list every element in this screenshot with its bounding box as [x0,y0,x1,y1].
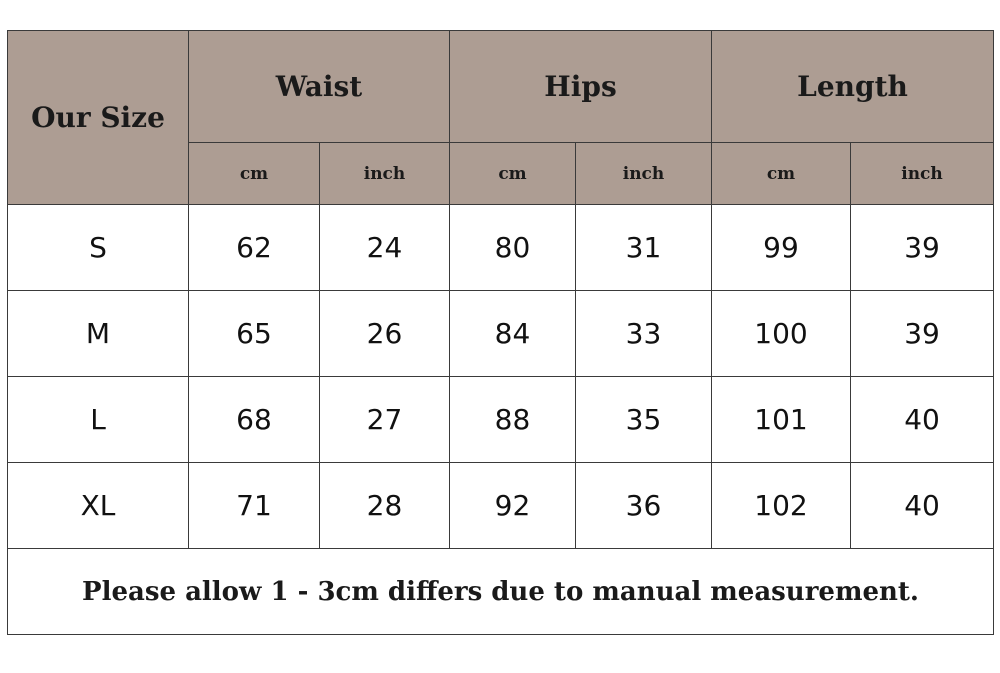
value-cell: 80 [449,204,576,291]
value-cell: 88 [449,376,576,463]
value-cell: 36 [575,462,712,549]
table-row: S 62 24 80 31 99 39 [7,204,995,291]
value-cell: 39 [849,290,995,377]
size-cell: L [7,376,189,463]
value-cell: 40 [849,462,995,549]
value-cell: 24 [319,204,450,291]
value-cell: 65 [188,290,320,377]
value-cell: 28 [319,462,450,549]
value-cell: 92 [449,462,576,549]
value-cell: 27 [319,376,450,463]
size-cell: XL [7,462,189,549]
size-cell: S [7,204,189,291]
header-length: Length [710,30,995,143]
unit-hips-cm: cm [449,142,576,205]
value-cell: 40 [849,376,995,463]
unit-waist-inch: inch [319,142,450,205]
value-cell: 100 [711,290,851,377]
table-row: XL 71 28 92 36 102 40 [7,462,995,549]
value-cell: 99 [711,204,851,291]
unit-hips-inch: inch [575,142,712,205]
value-cell: 33 [575,290,712,377]
size-cell: M [7,290,189,377]
header-our-size: Our Size [7,30,189,205]
measurement-note: Please allow 1 - 3cm differs due to manu… [6,548,995,635]
table-row: M 65 26 84 33 100 39 [7,290,995,377]
unit-length-inch: inch [849,142,995,205]
unit-waist-cm: cm [188,142,320,205]
value-cell: 84 [449,290,576,377]
value-cell: 35 [575,376,712,463]
value-cell: 101 [711,376,851,463]
value-cell: 62 [188,204,320,291]
header-hips: Hips [449,30,712,143]
value-cell: 31 [575,204,712,291]
value-cell: 71 [188,462,320,549]
value-cell: 68 [188,376,320,463]
value-cell: 26 [319,290,450,377]
value-cell: 102 [711,462,851,549]
value-cell: 39 [849,204,995,291]
header-waist: Waist [188,30,450,143]
table-row: L 68 27 88 35 101 40 [7,376,995,463]
unit-length-cm: cm [711,142,851,205]
size-chart-table: Our Size Waist Hips Length cm inch cm in… [6,30,995,635]
